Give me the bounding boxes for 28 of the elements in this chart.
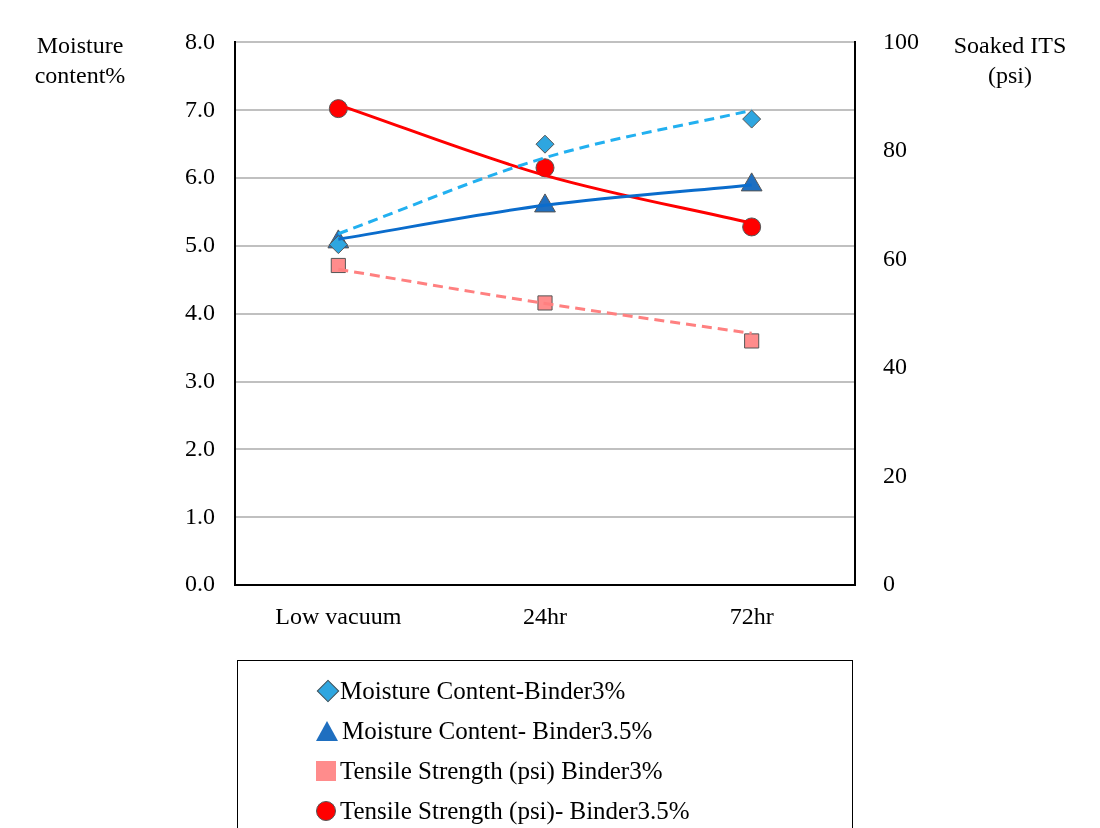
y2-axis-title: Soaked ITS (psi) xyxy=(952,31,1068,90)
y2-tick-label: 100 xyxy=(883,27,919,54)
x-tick-label: Low vacuum xyxy=(275,602,402,629)
y2-tick-label: 0 xyxy=(883,570,895,597)
point xyxy=(742,217,762,237)
x-tick-label: 24hr xyxy=(523,602,567,629)
legend-label: Tensile Strength (psi) Binder3% xyxy=(340,757,663,785)
y-tick-label: 7.0 xyxy=(185,95,215,122)
y-tick-label: 0.0 xyxy=(185,570,215,597)
y2-tick-label: 60 xyxy=(883,244,907,271)
point xyxy=(537,295,553,311)
legend-label: Moisture Content-Binder3% xyxy=(340,677,626,705)
y2-tick-label: 80 xyxy=(883,136,907,163)
legend-label: Moisture Content- Binder3.5% xyxy=(342,717,653,745)
point xyxy=(328,99,348,119)
y-tick-label: 5.0 xyxy=(185,231,215,258)
y-tick-label: 3.0 xyxy=(185,366,215,393)
y2-tick-label: 40 xyxy=(883,353,907,380)
y-tick-label: 8.0 xyxy=(185,27,215,54)
y-tick-label: 1.0 xyxy=(185,502,215,529)
point xyxy=(744,333,760,349)
y2-tick-label: 20 xyxy=(883,461,907,488)
legend-label: Tensile Strength (psi)- Binder3.5% xyxy=(340,797,690,825)
y-tick-label: 4.0 xyxy=(185,299,215,326)
x-tick-label: 72hr xyxy=(729,602,774,629)
y-tick-label: 2.0 xyxy=(185,434,215,461)
y-axis-title: Moisture content% xyxy=(33,31,127,90)
y-tick-label: 6.0 xyxy=(185,163,215,190)
